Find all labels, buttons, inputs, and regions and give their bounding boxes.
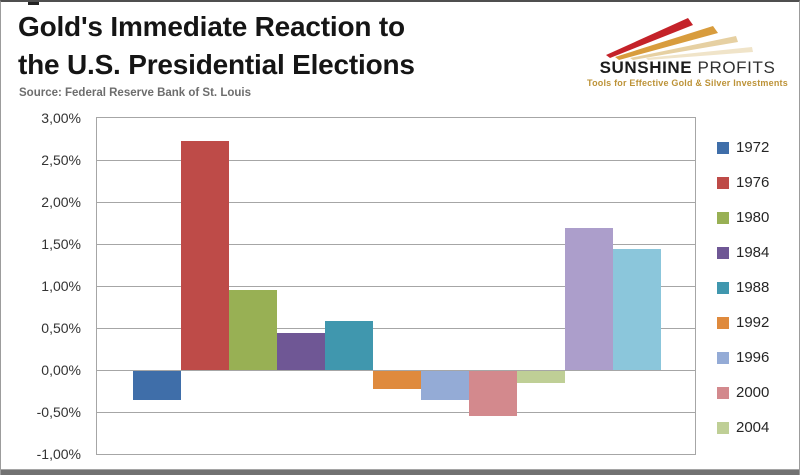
- chart-title-line2: the U.S. Presidential Elections: [18, 49, 415, 80]
- y-tick-label: 1,50%: [41, 236, 81, 252]
- legend-year-label: 1980: [736, 209, 770, 226]
- sun-ray-red: [606, 18, 693, 58]
- sun-ray-gold: [615, 26, 718, 60]
- screen-edge-artifact: [28, 2, 39, 5]
- legend-swatch: [717, 281, 729, 294]
- logo-wordmark-bold: SUNSHINE: [599, 58, 693, 77]
- gridline: [97, 286, 695, 287]
- legend-swatch: [717, 386, 729, 399]
- y-axis-labels: 3,00% 2,50% 2,00% 1,50% 1,00% 0,50% 0,00% -0,50…: [1, 110, 89, 462]
- legend-item-2004: 2004: [717, 410, 800, 445]
- legend-swatch: [717, 421, 729, 434]
- y-tick-label: 0,00%: [41, 362, 81, 378]
- legend-year-label: 2004: [736, 419, 770, 436]
- legend-swatch: [717, 211, 729, 224]
- bar-1976: [181, 141, 229, 370]
- gridline: [97, 160, 695, 161]
- bar-1984: [277, 333, 325, 370]
- legend-swatch: [717, 141, 729, 154]
- bottom-edge: [1, 469, 799, 475]
- sun-rays-icon: [606, 18, 753, 60]
- chart-legend: 1972 1976 1980 1984 1988 1992 1996 2000 2004: [717, 130, 800, 445]
- bar-series-11: [613, 249, 661, 370]
- legend-year-label: 1992: [736, 314, 770, 331]
- gridline: [97, 244, 695, 245]
- legend-year-label: 1988: [736, 279, 770, 296]
- bar-series-10: [565, 228, 613, 370]
- legend-year-label: 1996: [736, 349, 770, 366]
- legend-item-1992: 1992: [717, 305, 800, 340]
- bar-1988: [325, 321, 373, 370]
- y-tick-label: -1,00%: [36, 446, 81, 462]
- bar-1992: [373, 371, 421, 389]
- bar-1972: [133, 371, 181, 400]
- chart-title: Gold's Immediate Reaction to the U.S. Pr…: [18, 8, 415, 84]
- y-tick-label: 0,50%: [41, 320, 81, 336]
- gridline: [97, 412, 695, 413]
- bar-1996: [421, 371, 469, 400]
- legend-swatch: [717, 351, 729, 364]
- source-note: Source: Federal Reserve Bank of St. Loui…: [19, 87, 251, 99]
- legend-year-label: 1976: [736, 174, 770, 191]
- sun-ray-shadow: [646, 47, 753, 60]
- sunshine-profits-logo: SUNSHINE PROFITS Tools for Effective Gol…: [584, 8, 791, 92]
- legend-item-2000: 2000: [717, 375, 800, 410]
- chart-title-line1: Gold's Immediate Reaction to: [18, 11, 405, 42]
- y-tick-label: 2,50%: [41, 152, 81, 168]
- logo-wordmark: SUNSHINE PROFITS: [584, 58, 791, 78]
- legend-item-1976: 1976: [717, 165, 800, 200]
- gridline: [97, 370, 695, 371]
- logo-wordmark-light: PROFITS: [697, 58, 776, 77]
- legend-year-label: 1984: [736, 244, 770, 261]
- bar-2000: [469, 371, 517, 416]
- legend-year-label: 2000: [736, 384, 770, 401]
- legend-item-1988: 1988: [717, 270, 800, 305]
- y-tick-label: 3,00%: [41, 110, 81, 126]
- bar-1980: [229, 290, 277, 370]
- legend-item-1972: 1972: [717, 130, 800, 165]
- y-tick-label: 1,00%: [41, 278, 81, 294]
- legend-swatch: [717, 176, 729, 189]
- plot-area: [96, 117, 696, 455]
- logo-tagline: Tools for Effective Gold & Silver Invest…: [587, 78, 788, 88]
- legend-item-1980: 1980: [717, 200, 800, 235]
- legend-item-1996: 1996: [717, 340, 800, 375]
- y-tick-label: 2,00%: [41, 194, 81, 210]
- gridline: [97, 328, 695, 329]
- legend-swatch: [717, 246, 729, 259]
- gridline: [97, 202, 695, 203]
- legend-item-1984: 1984: [717, 235, 800, 270]
- legend-year-label: 1972: [736, 139, 770, 156]
- bar-2004: [517, 371, 565, 383]
- sun-ray-pale: [630, 36, 738, 60]
- legend-swatch: [717, 316, 729, 329]
- y-tick-label: -0,50%: [36, 404, 81, 420]
